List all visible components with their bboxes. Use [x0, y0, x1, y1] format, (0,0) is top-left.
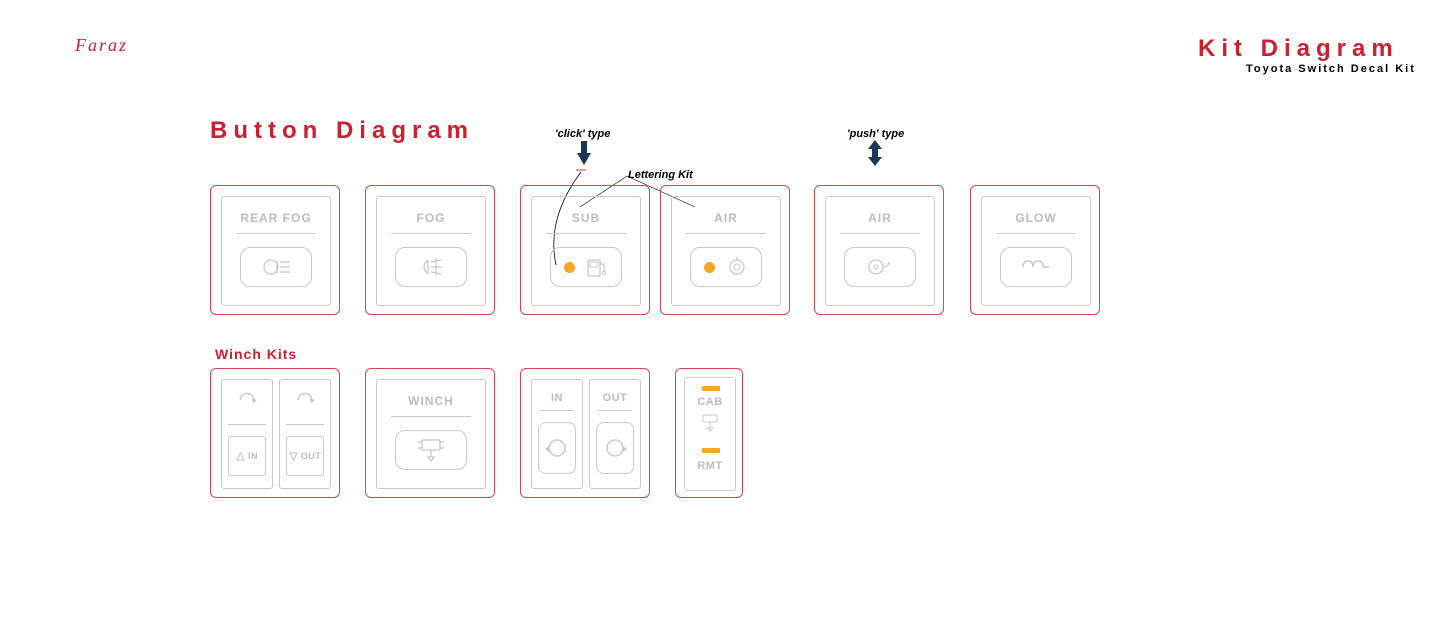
- logo: Faraz: [75, 35, 128, 56]
- winch-half-left: IN: [221, 379, 273, 489]
- spin-box-left: [538, 422, 576, 474]
- switch-divider: [391, 416, 471, 417]
- rmt-label: RMT: [685, 460, 735, 472]
- compressor-icon: [690, 247, 762, 287]
- fog-icon: [395, 247, 467, 287]
- switch-divider: [840, 233, 920, 234]
- page-subtitle: Toyota Switch Decal Kit: [1246, 63, 1416, 75]
- switch-inner: SUB: [531, 196, 641, 306]
- indicator-dot: [704, 262, 715, 273]
- switch-inner: FOG: [376, 196, 486, 306]
- winch-half-right: OUT: [279, 379, 331, 489]
- switch-divider: [228, 424, 266, 425]
- switch-label: SUB: [532, 211, 640, 225]
- switch-divider: [546, 233, 626, 234]
- spin-top-icon: [280, 390, 330, 415]
- winch-btn-label: IN: [248, 451, 258, 461]
- switch-inner: GLOW: [981, 196, 1091, 306]
- switch-divider: [996, 233, 1076, 234]
- switch-label: FOG: [377, 211, 485, 225]
- winch-btn-left: IN: [228, 436, 266, 476]
- annotation-click-type: 'click' type: [555, 128, 610, 140]
- pink-tick: [576, 169, 586, 171]
- compressor2-icon: [844, 247, 916, 287]
- switch-inner: REAR FOG: [221, 196, 331, 306]
- winch-frame: IN OUT: [210, 368, 340, 498]
- switch-frame: SUB: [520, 185, 650, 315]
- switch-frame: AIR: [660, 185, 790, 315]
- winch-frame: CAB RMT: [675, 368, 743, 498]
- cab-label: CAB: [685, 396, 735, 408]
- annotation-push-type: 'push' type: [847, 128, 904, 140]
- indicator-bar: [702, 386, 720, 391]
- winch-inner: CAB RMT: [684, 377, 736, 491]
- switch-divider: [236, 233, 316, 234]
- switch-inner: AIR: [825, 196, 935, 306]
- switch-inner: AIR: [671, 196, 781, 306]
- winch-inner: WINCH: [376, 379, 486, 489]
- winch-icon: [395, 430, 467, 470]
- switch-frame: FOG: [365, 185, 495, 315]
- annotation-lettering-kit: Lettering Kit: [628, 169, 693, 181]
- arrow-updown-icon: [868, 140, 882, 166]
- switch-frame: GLOW: [970, 185, 1100, 315]
- fuel-icon: [550, 247, 622, 287]
- winch-io-label: OUT: [590, 392, 640, 404]
- winch-btn-right: OUT: [286, 436, 324, 476]
- switch-label: GLOW: [982, 211, 1090, 225]
- winch-half-right: OUT: [589, 379, 641, 489]
- winch-frame: WINCH: [365, 368, 495, 498]
- switch-frame: REAR FOG: [210, 185, 340, 315]
- switch-label: REAR FOG: [222, 211, 330, 225]
- section-title: Button Diagram: [210, 117, 474, 145]
- indicator-bar: [702, 448, 720, 453]
- switch-divider: [540, 410, 574, 411]
- switch-divider: [286, 424, 324, 425]
- switch-divider: [391, 233, 471, 234]
- arrow-down-icon: [577, 141, 591, 165]
- page-title: Kit Diagram: [1198, 35, 1399, 63]
- rear-fog-icon: [240, 247, 312, 287]
- switch-divider: [598, 410, 632, 411]
- switch-label: AIR: [826, 211, 934, 225]
- switch-frame: AIR: [814, 185, 944, 315]
- winch-small-icon: [685, 414, 735, 437]
- indicator-dot: [564, 262, 575, 273]
- winch-title: Winch Kits: [215, 346, 297, 362]
- switch-divider: [686, 233, 766, 234]
- glow-icon: [1000, 247, 1072, 287]
- spin-top-icon: [222, 390, 272, 415]
- switch-label: AIR: [672, 211, 780, 225]
- winch-frame: IN OUT: [520, 368, 650, 498]
- winch-btn-label: OUT: [301, 451, 322, 461]
- winch-half-left: IN: [531, 379, 583, 489]
- spin-box-right: [596, 422, 634, 474]
- winch-io-label: IN: [532, 392, 582, 404]
- winch-label: WINCH: [377, 394, 485, 408]
